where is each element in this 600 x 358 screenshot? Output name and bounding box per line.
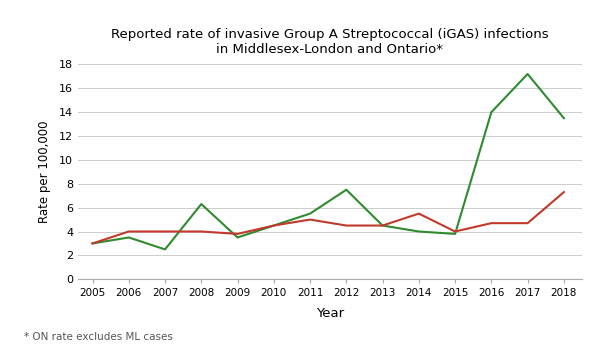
X-axis label: Year: Year [316,306,344,320]
Y-axis label: Rate per 100,000: Rate per 100,000 [38,121,50,223]
Title: Reported rate of invasive Group A Streptococcal (iGAS) infections
in Middlesex-L: Reported rate of invasive Group A Strept… [111,28,549,56]
Text: * ON rate excludes ML cases: * ON rate excludes ML cases [24,332,173,342]
